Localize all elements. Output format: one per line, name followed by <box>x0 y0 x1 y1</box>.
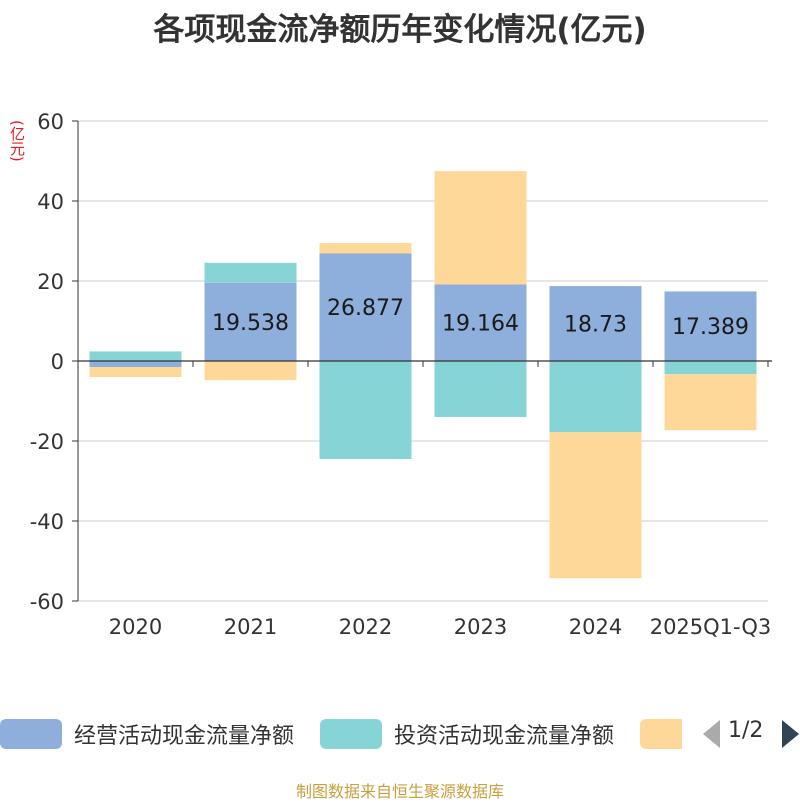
bar-value-label: 17.389 <box>672 315 749 340</box>
legend-page-indicator: 1/2 <box>728 718 764 743</box>
grid-lines <box>78 120 768 602</box>
x-category-label: 2020 <box>109 615 162 639</box>
bar-series-1-2025Q1-Q3[interactable] <box>664 361 757 375</box>
y-tick-label: 60 <box>37 110 64 134</box>
x-category-label: 2021 <box>224 615 277 639</box>
legend-swatch-operating <box>0 719 62 749</box>
legend-swatch-investing <box>320 719 382 749</box>
legend-item-operating[interactable]: 经营活动现金流量净额 <box>0 714 294 754</box>
bar-series-0-2023[interactable] <box>434 284 527 361</box>
y-tick-label: -40 <box>30 510 64 534</box>
bar-series-1-2024[interactable] <box>549 361 642 433</box>
bar-series-2-2020[interactable] <box>89 367 182 377</box>
bar-series-1-2022[interactable] <box>319 361 412 459</box>
legend-swatch-third-series <box>640 719 682 749</box>
bars <box>89 171 757 579</box>
x-category-label: 2023 <box>454 615 507 639</box>
bar-series-0-2020[interactable] <box>89 361 182 367</box>
x-category-label: 2024 <box>569 615 622 639</box>
data-source-note: 制图数据来自恒生聚源数据库 <box>295 782 504 801</box>
bar-value-label: 19.538 <box>212 311 289 336</box>
bar-series-0-2024[interactable] <box>549 286 642 361</box>
bar-series-1-2023[interactable] <box>434 361 527 417</box>
bar-series-2-2022[interactable] <box>319 243 412 254</box>
bar-series-0-2022[interactable] <box>319 253 412 361</box>
legend-item-investing[interactable]: 投资活动现金流量净额 <box>320 714 614 754</box>
y-tick-label: -60 <box>30 590 64 614</box>
legend-label-investing: 投资活动现金流量净额 <box>394 724 615 749</box>
bar-series-1-2020[interactable] <box>89 351 182 361</box>
bar-series-2-2023[interactable] <box>434 171 527 285</box>
bar-value-label: 26.877 <box>327 296 404 321</box>
legend-prev-page-arrow-icon[interactable] <box>703 720 720 748</box>
legend-item-third-series[interactable] <box>640 714 682 754</box>
bar-value-label: 19.164 <box>442 312 519 337</box>
legend-next-page-arrow-icon[interactable] <box>782 720 799 748</box>
x-category-label: 2025Q1-Q3 <box>650 615 772 639</box>
legend: 经营活动现金流量净额 投资活动现金流量净额 <box>0 714 800 754</box>
x-category-label: 2022 <box>339 615 392 639</box>
chart-title: 各项现金流净额历年变化情况(亿元) <box>153 12 647 48</box>
bar-series-2-2025Q1-Q3[interactable] <box>664 374 757 431</box>
bar-series-0-2025Q1-Q3[interactable] <box>664 291 757 361</box>
legend-label-operating: 经营活动现金流量净额 <box>74 724 295 749</box>
bar-series-2-2021[interactable] <box>204 361 297 381</box>
y-tick-label: -20 <box>30 430 64 454</box>
data-labels: 19.538 26.877 19.164 18.73 17.389 <box>212 296 749 340</box>
y-tick-label: 0 <box>51 350 64 374</box>
bar-value-label: 18.73 <box>564 313 627 338</box>
y-axis-unit-label: (亿元) <box>8 120 26 162</box>
y-tick-label: 20 <box>37 270 64 294</box>
axes: 60 40 20 0 -20 -40 -60 2020 2021 2022 2023 2024 2025… <box>30 110 772 639</box>
bar-series-2-2024[interactable] <box>549 432 642 579</box>
bar-series-0-2021[interactable] <box>204 282 297 361</box>
y-tick-label: 40 <box>37 190 64 214</box>
bar-series-1-2021[interactable] <box>204 262 297 283</box>
